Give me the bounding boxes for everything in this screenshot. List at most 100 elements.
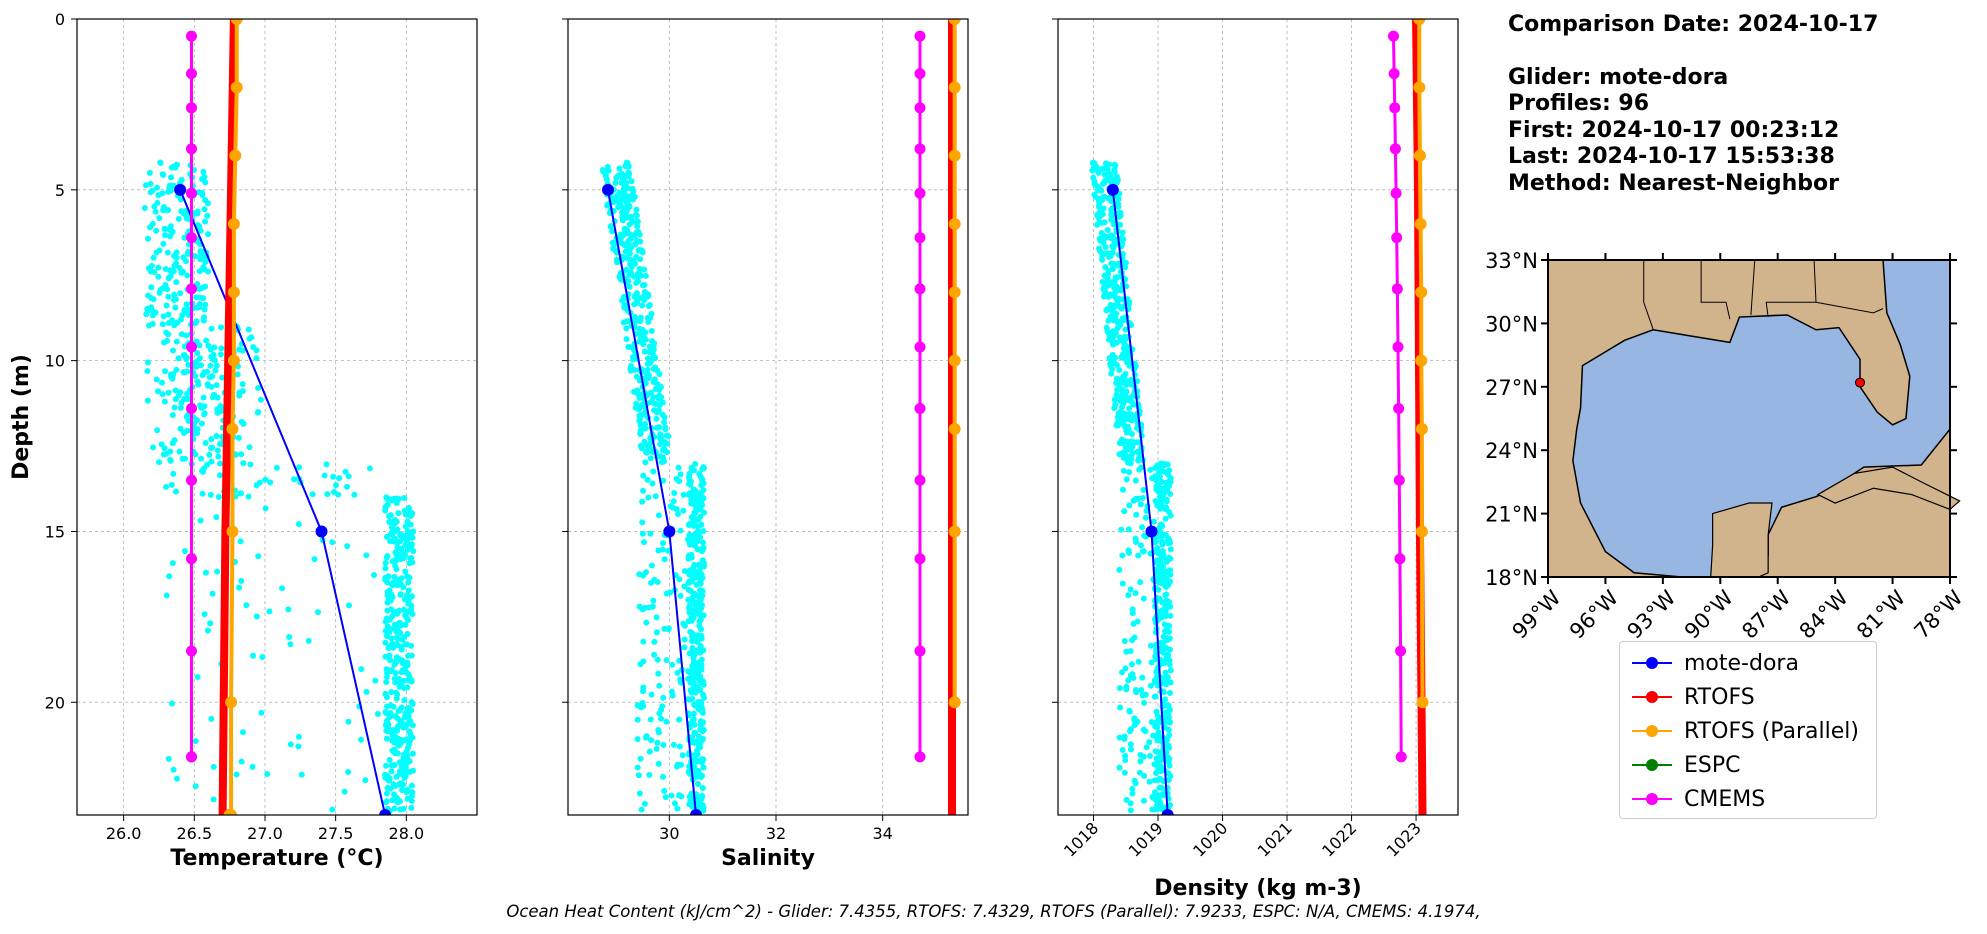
glider-scatter-point [696, 562, 703, 569]
glider-scatter-point [397, 580, 404, 587]
glider-scatter-point [626, 203, 633, 210]
glider-scatter-point [699, 465, 706, 472]
glider-scatter-point [185, 361, 192, 368]
glider-scatter-point [208, 383, 215, 390]
state-border [1815, 301, 1884, 314]
glider-scatter-point [691, 590, 698, 597]
glider-scatter-point [1166, 554, 1173, 561]
glider-scatter-point [1152, 497, 1159, 504]
glider-scatter-point [253, 355, 260, 362]
glider-scatter-point [240, 420, 247, 427]
series-marker [185, 143, 197, 155]
glider-scatter-point [1132, 477, 1139, 484]
glider-scatter-point [397, 591, 404, 598]
state-border [1700, 260, 1731, 320]
glider-scatter-point [1155, 482, 1162, 489]
series-marker [185, 283, 197, 295]
glider-scatter-point [1132, 590, 1139, 597]
glider-scatter-point [649, 480, 656, 487]
glider-scatter-point [1103, 163, 1110, 170]
glider-scatter-point [184, 390, 191, 397]
glider-scatter-point [647, 530, 654, 537]
glider-scatter-point [374, 710, 381, 717]
glider-scatter-point [1116, 764, 1123, 771]
glider-scatter-point [398, 781, 405, 788]
last-time: Last: 2024-10-17 15:53:38 [1508, 144, 1835, 170]
glider-scatter-point [686, 650, 693, 657]
glider-scatter-point [634, 716, 641, 723]
glider-scatter-point [405, 704, 412, 711]
glider-scatter-point [634, 702, 641, 709]
lon-tick-label: 87°W [1737, 585, 1795, 643]
glider-scatter-point [183, 332, 190, 339]
glider-scatter-point [699, 539, 706, 546]
glider-scatter-point [694, 505, 701, 512]
glider-scatter-point [668, 688, 675, 695]
glider-scatter-point [398, 683, 405, 690]
y-tick-label: 10 [45, 352, 65, 371]
series-marker [914, 232, 926, 244]
glider-scatter-point [167, 457, 174, 464]
glider-scatter-point [167, 233, 174, 240]
glider-scatter-point [1096, 200, 1103, 207]
glider-scatter-point [147, 189, 154, 196]
glider-scatter-point [144, 305, 151, 312]
glider-scatter-point [1120, 420, 1127, 427]
y-tick-label: 0 [55, 10, 65, 29]
glider-scatter-point [1163, 591, 1170, 598]
glider-scatter-point [1165, 726, 1172, 733]
glider-scatter-point [700, 691, 707, 698]
glider-scatter-point [383, 798, 390, 805]
glider-scatter-point [681, 644, 688, 651]
glider-scatter-point [405, 744, 412, 751]
glider-scatter-point [1110, 341, 1117, 348]
glider-scatter-point [159, 321, 166, 328]
glider-scatter-point [384, 607, 391, 614]
glider-scatter-point [194, 674, 201, 681]
glider-scatter-point [238, 451, 245, 458]
glider-scatter-point [681, 636, 688, 643]
glider-scatter-point [619, 194, 626, 201]
glider-scatter-point [621, 242, 628, 249]
glider-scatter-point [169, 317, 176, 324]
glider-scatter-point [394, 545, 401, 552]
glider-scatter-point [198, 420, 205, 427]
glider-scatter-point [1104, 226, 1111, 233]
glider-scatter-point [180, 429, 187, 436]
glider-scatter-point [692, 730, 699, 737]
glider-scatter-point [383, 666, 390, 673]
glider-scatter-point [1105, 293, 1112, 300]
glider-scatter-point [699, 678, 706, 685]
glider-scatter-point [342, 468, 349, 475]
legend-item: RTOFS [1628, 682, 1755, 712]
glider-scatter-point [1098, 219, 1105, 226]
glider-scatter-point [400, 555, 407, 562]
glider-scatter-point [264, 771, 271, 778]
glider-scatter-point [398, 531, 405, 538]
glider-scatter-point [1161, 621, 1168, 628]
series-marker [690, 809, 702, 815]
glider-scatter-point [240, 460, 247, 467]
glider-scatter-point [699, 709, 706, 716]
glider-scatter-point [335, 491, 342, 498]
glider-scatter-point [150, 296, 157, 303]
glider-scatter-point [200, 468, 207, 475]
glider-scatter-point [383, 533, 390, 540]
glider-scatter-point [146, 322, 153, 329]
glider-scatter-point [691, 631, 698, 638]
glider-scatter-point [644, 476, 651, 483]
glider-scatter-point [176, 265, 183, 272]
series-marker [914, 474, 926, 486]
glider-scatter-point [669, 504, 676, 511]
glider-scatter-point [677, 592, 684, 599]
series-marker [914, 341, 926, 353]
glider-scatter-point [659, 546, 666, 553]
glider-scatter-point [273, 464, 280, 471]
glider-scatter-point [169, 700, 176, 707]
glider-scatter-point [204, 212, 211, 219]
series-marker [1413, 19, 1426, 25]
glider-scatter-point [1141, 699, 1148, 706]
glider-scatter-point [655, 670, 662, 677]
glider-scatter-point [694, 499, 701, 506]
glider-scatter-point [394, 635, 401, 642]
